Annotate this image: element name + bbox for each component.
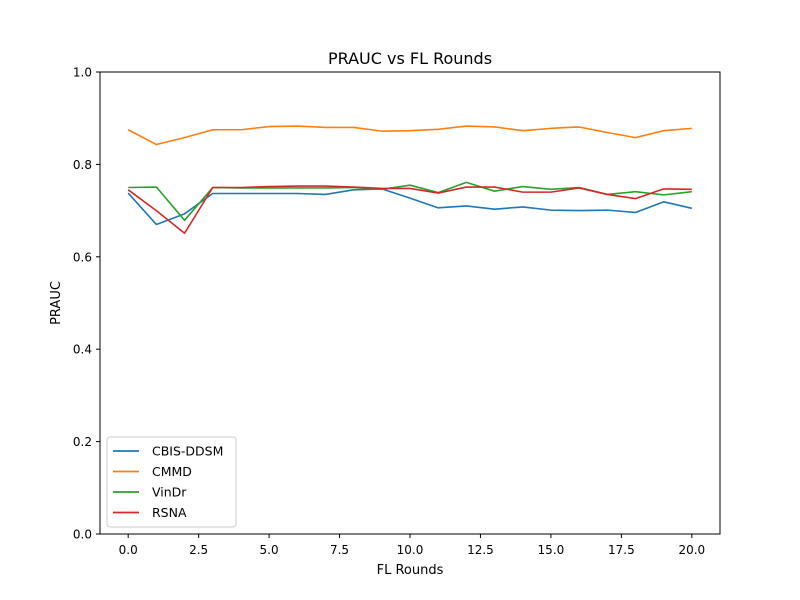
x-tick-label: 5.0 (260, 543, 279, 557)
axes: 0.0 2.5 5.0 7.5 10.0 12.5 15.0 17.5 20.0 0.0 0.2 0.… (73, 66, 721, 557)
x-tick-label: 0.0 (119, 543, 138, 557)
chart-title: PRAUC vs FL Rounds (328, 49, 492, 68)
legend-label: CBIS-DDSM (152, 444, 223, 459)
x-tick-label: 12.5 (467, 543, 494, 557)
y-tick-label: 0.6 (73, 250, 92, 264)
x-tick-label: 20.0 (678, 543, 705, 557)
y-tick-label: 0.4 (73, 343, 92, 357)
series-line-cmmd (127, 125, 692, 146)
x-axis-label: FL Rounds (377, 563, 444, 578)
x-tick-label: 2.5 (189, 543, 208, 557)
legend: CBIS-DDSM CMMD VinDr RSNA (106, 436, 237, 528)
legend-label: RSNA (152, 505, 187, 520)
x-tick-label: 15.0 (538, 543, 565, 557)
x-tick-label: 7.5 (330, 543, 349, 557)
y-tick-label: 0.8 (73, 158, 92, 172)
legend-label: VinDr (152, 485, 187, 500)
legend-label: CMMD (152, 464, 192, 479)
y-tick-label: 1.0 (73, 66, 92, 80)
x-tick-label: 10.0 (397, 543, 424, 557)
legend-box (106, 436, 237, 528)
y-axis-label: PRAUC (49, 281, 64, 325)
y-tick-label: 0.0 (73, 528, 92, 542)
series-line-cbis-ddsm (127, 188, 692, 226)
x-tick-label: 17.5 (608, 543, 635, 557)
y-tick-label: 0.2 (73, 435, 92, 449)
series-line-rsna (127, 185, 692, 235)
series-group (127, 125, 692, 235)
